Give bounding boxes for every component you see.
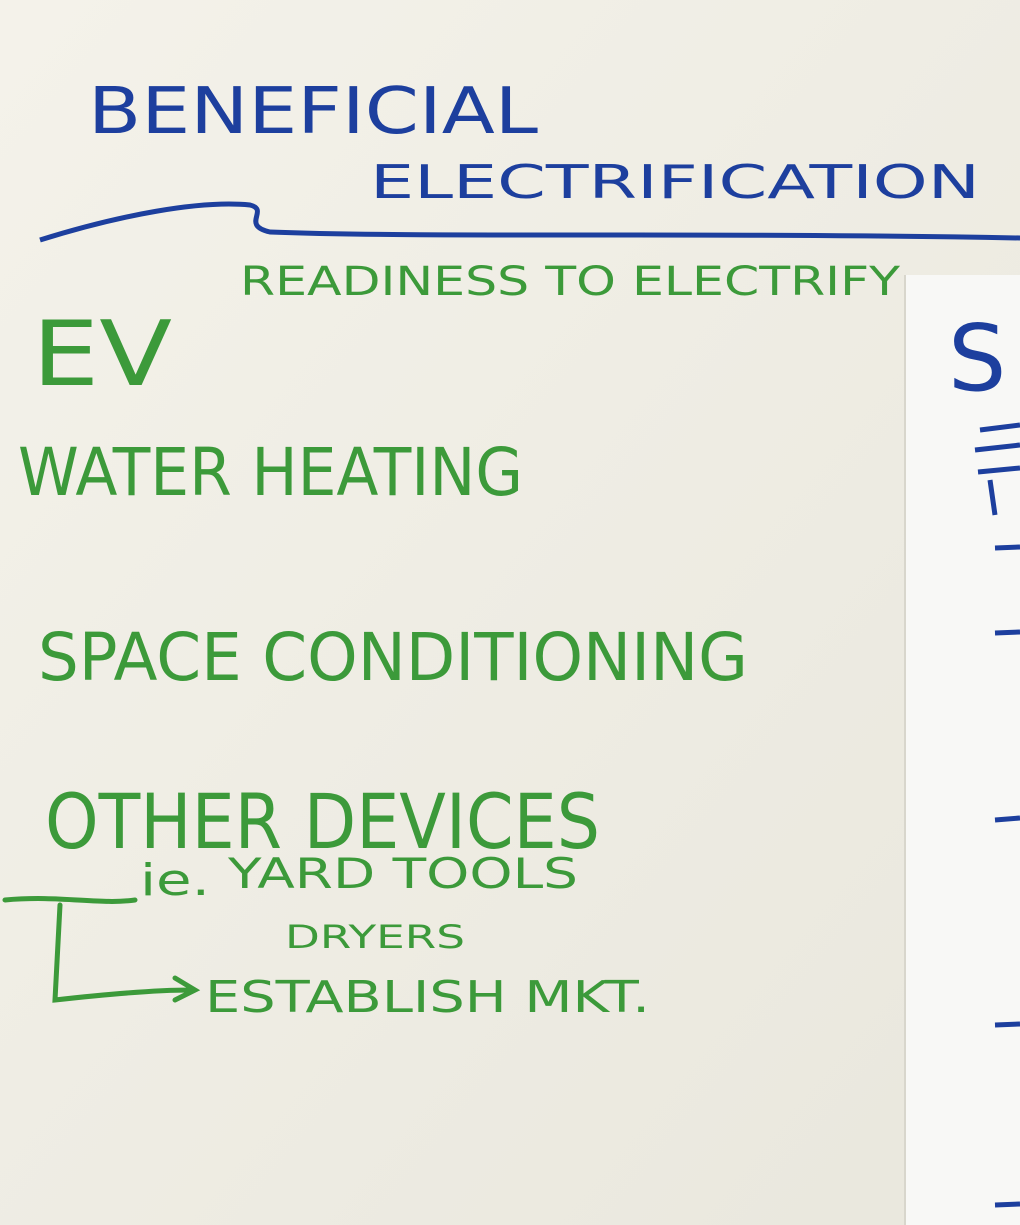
subtitle: READINESS TO ELECTRIFY xyxy=(240,259,901,305)
right-sheet-text: S xyxy=(948,305,1006,412)
item-label: EV xyxy=(32,302,172,407)
item-label: WATER HEATING xyxy=(18,434,523,511)
title-line-1: BENEFICIAL xyxy=(88,75,538,149)
item-label: SPACE CONDITIONING xyxy=(38,619,748,696)
example-prefix: ie. xyxy=(140,855,210,906)
example-entry: YARD TOOLS xyxy=(227,849,578,898)
title-line-2: ELECTRIFICATION xyxy=(370,155,980,209)
action: ESTABLISH MKT. xyxy=(205,972,650,1023)
page: BENEFICIAL ELECTRIFICATION READINESS TO … xyxy=(0,0,1020,1225)
flipchart-photo: BENEFICIAL ELECTRIFICATION READINESS TO … xyxy=(0,0,1020,1225)
second-sheet xyxy=(905,275,1020,1225)
example-entry: DRYERS xyxy=(285,918,465,956)
